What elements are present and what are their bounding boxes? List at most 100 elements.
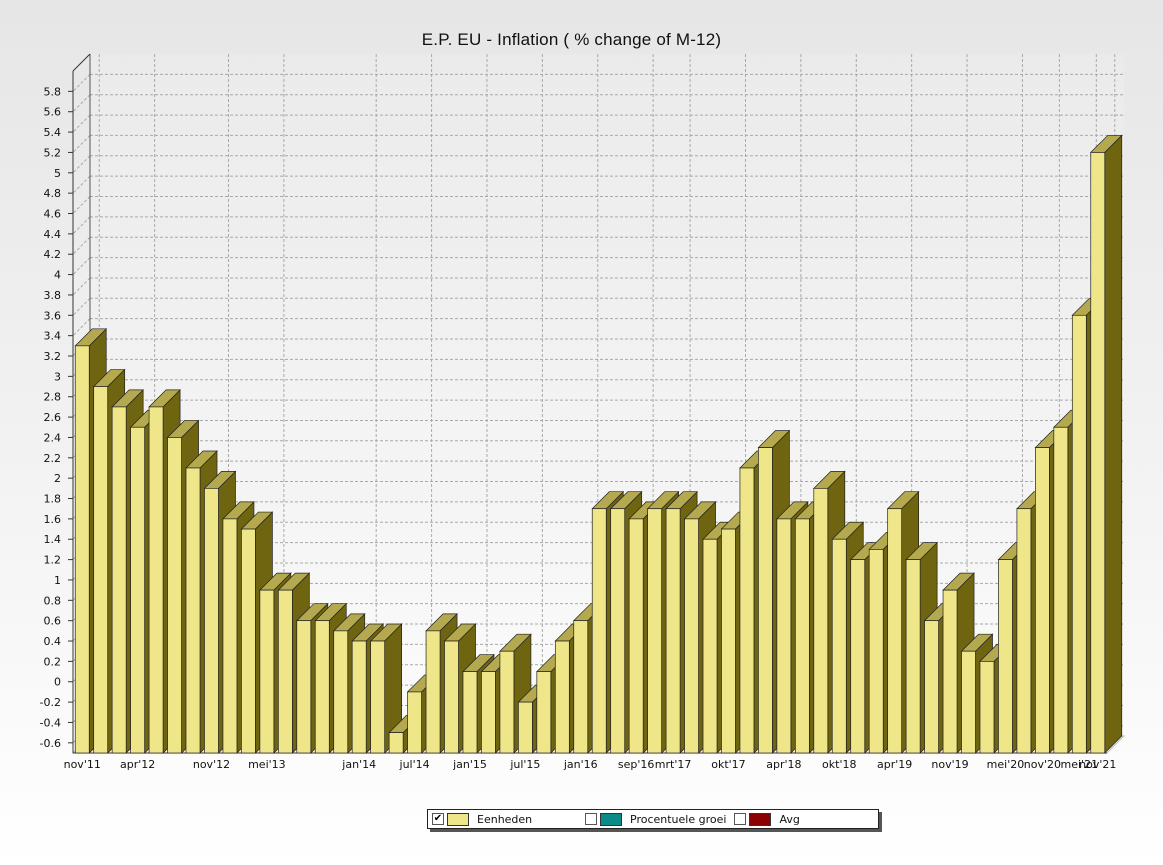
bar-front bbox=[1053, 426, 1069, 754]
bar-front bbox=[702, 538, 718, 754]
x-tick-label: jan'14 bbox=[341, 758, 376, 771]
y-tick-label: 2.6 bbox=[44, 411, 62, 424]
x-tick-label: jul'14 bbox=[399, 758, 430, 771]
x-tick-label: jan'16 bbox=[563, 758, 598, 771]
y-tick-label: 2.2 bbox=[44, 452, 62, 465]
x-tick-label: nov'11 bbox=[64, 758, 101, 771]
gridline-depth bbox=[72, 236, 91, 255]
bar-front bbox=[554, 640, 570, 754]
y-tick-label: 3.2 bbox=[44, 350, 62, 363]
legend-item-avg[interactable]: Avg bbox=[734, 812, 800, 826]
y-tick-label: 3.4 bbox=[44, 330, 62, 343]
y-tick-label: 2.4 bbox=[44, 431, 62, 444]
y-tick-label: 5.6 bbox=[44, 106, 62, 119]
x-tick-label: mei'13 bbox=[248, 758, 286, 771]
x-tick-label: okt'17 bbox=[711, 758, 745, 771]
legend-swatch-avg bbox=[749, 812, 772, 826]
gridline-depth bbox=[72, 155, 91, 174]
bar-front bbox=[204, 487, 219, 754]
y-tick-label: 5 bbox=[54, 167, 61, 180]
legend-label-avg: Avg bbox=[779, 812, 800, 826]
gridline-depth bbox=[72, 74, 91, 92]
gridline-depth bbox=[72, 114, 91, 133]
x-tick-label: nov'21 bbox=[1079, 758, 1116, 771]
bar-front bbox=[850, 559, 866, 754]
gridline-depth bbox=[72, 175, 91, 194]
bar-front bbox=[444, 640, 459, 754]
bar-front bbox=[185, 467, 201, 754]
x-tick-label: sep'16 bbox=[618, 758, 655, 771]
y-tick-label: 0.8 bbox=[44, 594, 62, 607]
y-tick-label: 5.4 bbox=[44, 126, 62, 139]
bar-front bbox=[684, 518, 699, 754]
bar-front bbox=[610, 508, 626, 754]
y-tick-label: 2 bbox=[54, 472, 61, 485]
legend-checkbox-avg[interactable] bbox=[734, 813, 747, 825]
bar-front bbox=[481, 671, 496, 754]
y-tick-label: 1 bbox=[54, 574, 61, 587]
bar-front bbox=[74, 345, 90, 754]
bar-front bbox=[518, 701, 533, 754]
y-tick-label: 0.4 bbox=[44, 635, 62, 648]
x-tick-label: apr'18 bbox=[766, 758, 801, 771]
bar-front bbox=[462, 671, 478, 754]
chart-title: E.P. EU - Inflation ( % change of M-12) bbox=[421, 30, 722, 49]
bar-front bbox=[111, 406, 127, 754]
bar-front bbox=[573, 620, 589, 754]
y-tick-label: 4.6 bbox=[44, 208, 62, 221]
legend-label-eenheden: Eenheden bbox=[477, 812, 533, 826]
bar-front bbox=[425, 630, 441, 754]
legend-swatch-procentuele-groei bbox=[600, 812, 622, 826]
bar-front bbox=[130, 426, 145, 754]
y-tick-label: 2.8 bbox=[44, 391, 62, 404]
bar-front bbox=[868, 549, 884, 754]
y-tick-label: 0.6 bbox=[44, 615, 62, 628]
bar-front bbox=[351, 640, 367, 754]
y-tick-label: -0.6 bbox=[40, 737, 61, 750]
y-tick-label: -0.4 bbox=[40, 716, 61, 729]
bar-front bbox=[961, 650, 976, 754]
bar-front bbox=[887, 508, 903, 754]
bar-front bbox=[259, 589, 275, 754]
legend-checkbox-eenheden[interactable]: ✔ bbox=[432, 813, 444, 825]
bar-front bbox=[647, 508, 662, 754]
bar-front bbox=[1071, 314, 1087, 754]
legend-swatch-eenheden bbox=[447, 812, 469, 826]
y-tick-label: 3.8 bbox=[44, 289, 62, 302]
y-tick-label: 0.2 bbox=[44, 655, 62, 668]
x-tick-label: apr'12 bbox=[120, 758, 155, 771]
y-tick-label: 4 bbox=[54, 269, 61, 282]
bar-front bbox=[998, 559, 1013, 754]
bar-front bbox=[167, 437, 182, 754]
legend-item-eenheden[interactable]: ✔ Eenheden bbox=[432, 812, 577, 826]
y-tick-label: 3 bbox=[54, 370, 61, 383]
x-tick-label: jan'15 bbox=[452, 758, 487, 771]
gridline-depth bbox=[72, 318, 91, 337]
bar-front bbox=[776, 518, 792, 754]
bar-front bbox=[407, 691, 422, 754]
bar-front bbox=[979, 661, 995, 754]
bar-front bbox=[739, 467, 755, 754]
bar bbox=[369, 623, 403, 754]
gridline-depth bbox=[72, 196, 91, 214]
bar-front bbox=[499, 650, 515, 754]
x-tick-label: mei'21 bbox=[1061, 758, 1099, 771]
bar-front bbox=[794, 518, 810, 754]
bar-front bbox=[388, 732, 404, 754]
bar-front bbox=[813, 487, 829, 754]
legend-checkbox-procentuele-groei[interactable] bbox=[585, 813, 597, 825]
bar-front bbox=[721, 528, 736, 754]
bar-front bbox=[591, 508, 607, 754]
bar-front bbox=[1035, 447, 1050, 754]
legend: ✔ Eenheden Procentuele groei Avg bbox=[427, 809, 879, 829]
chart-plot: -0.6 -0.4 -0.2 0 0.2 0.4 0.6 0.8 1 1.2 1.4 1.6 1.8 2 2… bbox=[40, 53, 1126, 771]
y-tick-label: 4.8 bbox=[44, 187, 62, 200]
y-tick-label: 1.2 bbox=[44, 554, 62, 567]
gridline-depth bbox=[72, 297, 91, 316]
bar-front bbox=[942, 589, 958, 754]
x-tick-label: nov'20 bbox=[1024, 758, 1061, 771]
bar-front bbox=[296, 620, 312, 754]
legend-item-procentuele-groei[interactable]: Procentuele groei bbox=[585, 812, 726, 826]
y-tick-label: 5.2 bbox=[44, 146, 62, 159]
gridline-depth bbox=[72, 216, 91, 235]
